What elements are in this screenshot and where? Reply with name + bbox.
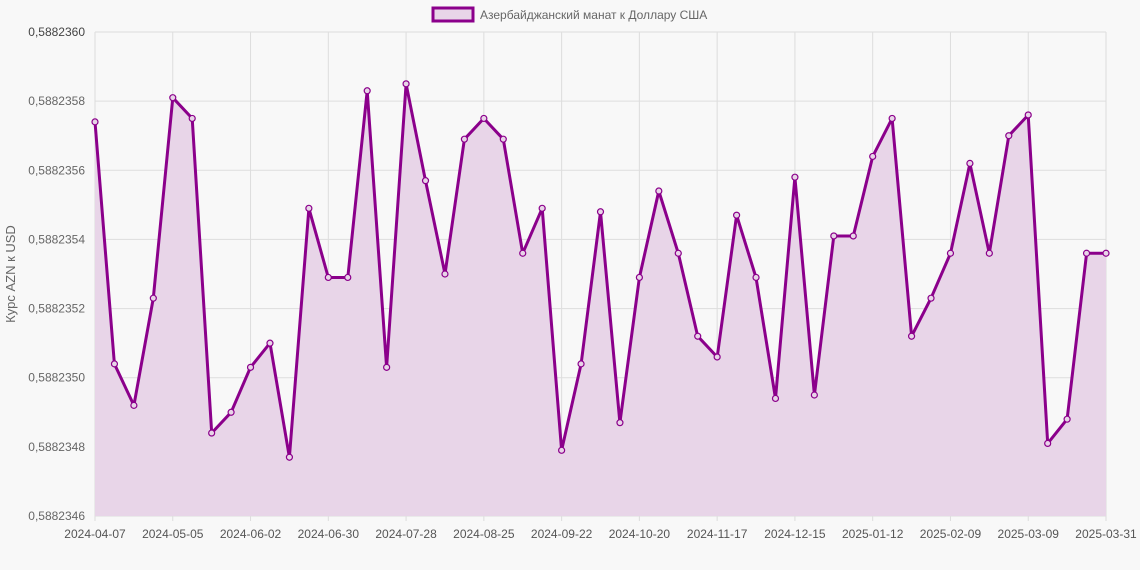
series-area-fill xyxy=(95,83,1106,517)
x-tick-label: 2024-07-28 xyxy=(375,527,437,541)
y-axis: 0,5882346 0,5882348 0,5882350 0,5882352 0,58… xyxy=(28,25,85,523)
data-point xyxy=(246,363,255,371)
data-point xyxy=(946,249,955,257)
y-tick-label: 0,5882346 xyxy=(28,509,85,523)
data-point xyxy=(966,159,974,167)
y-tick-label: 0,5882350 xyxy=(28,371,85,385)
data-point xyxy=(771,394,780,403)
data-point xyxy=(888,114,896,123)
data-point xyxy=(91,118,99,126)
data-point xyxy=(694,332,702,340)
y-tick-label: 0,5882354 xyxy=(28,232,85,246)
y-tick-label: 0,5882360 xyxy=(28,25,85,39)
data-point xyxy=(791,173,799,181)
data-point xyxy=(110,360,119,368)
x-tick-label: 2024-06-30 xyxy=(298,527,360,541)
x-tick-label: 2024-08-25 xyxy=(453,527,515,541)
data-point xyxy=(655,187,663,195)
data-point xyxy=(635,273,643,282)
data-point xyxy=(849,232,857,240)
x-tick-label: 2024-11-17 xyxy=(687,527,748,541)
data-point xyxy=(1024,111,1032,119)
x-tick-label: 2025-03-09 xyxy=(998,527,1060,541)
data-point xyxy=(1063,415,1071,423)
data-point xyxy=(1044,439,1052,447)
data-point xyxy=(985,249,993,257)
y-tick-label: 0,5882348 xyxy=(28,440,85,454)
data-point xyxy=(519,249,527,257)
x-tick-label: 2024-10-20 xyxy=(609,527,671,541)
data-point xyxy=(927,294,935,302)
data-point xyxy=(1005,132,1013,140)
data-point xyxy=(208,429,216,437)
y-axis-label: Курс AZN к USD xyxy=(3,225,18,323)
data-point xyxy=(830,232,838,240)
legend-swatch xyxy=(431,6,475,23)
data-point xyxy=(188,114,196,123)
data-point xyxy=(344,273,352,282)
data-point xyxy=(810,391,818,399)
data-point xyxy=(752,273,760,282)
data-point xyxy=(460,135,469,143)
data-point xyxy=(713,353,721,361)
data-point xyxy=(130,401,138,409)
data-point xyxy=(169,94,177,102)
data-point xyxy=(383,363,391,371)
data-point xyxy=(227,408,235,416)
data-point xyxy=(363,87,371,95)
data-point xyxy=(538,204,546,212)
y-tick-label: 0,5882356 xyxy=(28,163,85,177)
y-tick-label: 0,5882352 xyxy=(28,302,85,316)
x-tick-label: 2024-09-22 xyxy=(531,527,593,541)
x-tick-label: 2024-06-02 xyxy=(220,527,282,541)
x-tick-label: 2025-03-31 xyxy=(1075,527,1137,541)
x-tick-label: 2025-02-09 xyxy=(920,527,982,541)
data-point xyxy=(480,114,488,123)
data-point xyxy=(266,339,274,347)
data-point xyxy=(577,360,585,368)
data-point xyxy=(285,453,294,461)
data-point xyxy=(869,152,877,161)
data-point xyxy=(616,419,624,427)
y-tick-label: 0,5882358 xyxy=(28,94,85,108)
x-axis: 2024-04-07 2024-05-05 2024-06-02 2024-06-30… xyxy=(64,527,1137,541)
data-point xyxy=(596,208,605,216)
x-tick-label: 2024-05-05 xyxy=(142,527,204,541)
data-point xyxy=(558,446,566,454)
x-tick-label: 2025-01-12 xyxy=(842,527,904,541)
data-point xyxy=(441,270,449,278)
data-point xyxy=(674,249,682,257)
data-point xyxy=(402,80,410,88)
x-tick-label: 2024-04-07 xyxy=(64,527,126,541)
data-point xyxy=(421,177,430,185)
x-tick-label: 2024-12-15 xyxy=(764,527,826,541)
data-point xyxy=(499,135,507,143)
data-point xyxy=(732,211,741,219)
legend-label: Азербайджанский манат к Доллару США xyxy=(480,8,707,22)
data-point xyxy=(1102,249,1110,257)
legend[interactable]: Азербайджанский манат к Доллару США xyxy=(431,6,707,23)
data-point xyxy=(305,204,313,212)
data-point xyxy=(1082,249,1091,257)
data-point xyxy=(907,332,916,340)
series-points xyxy=(91,80,1110,461)
data-point xyxy=(149,294,157,302)
data-point xyxy=(324,273,332,282)
